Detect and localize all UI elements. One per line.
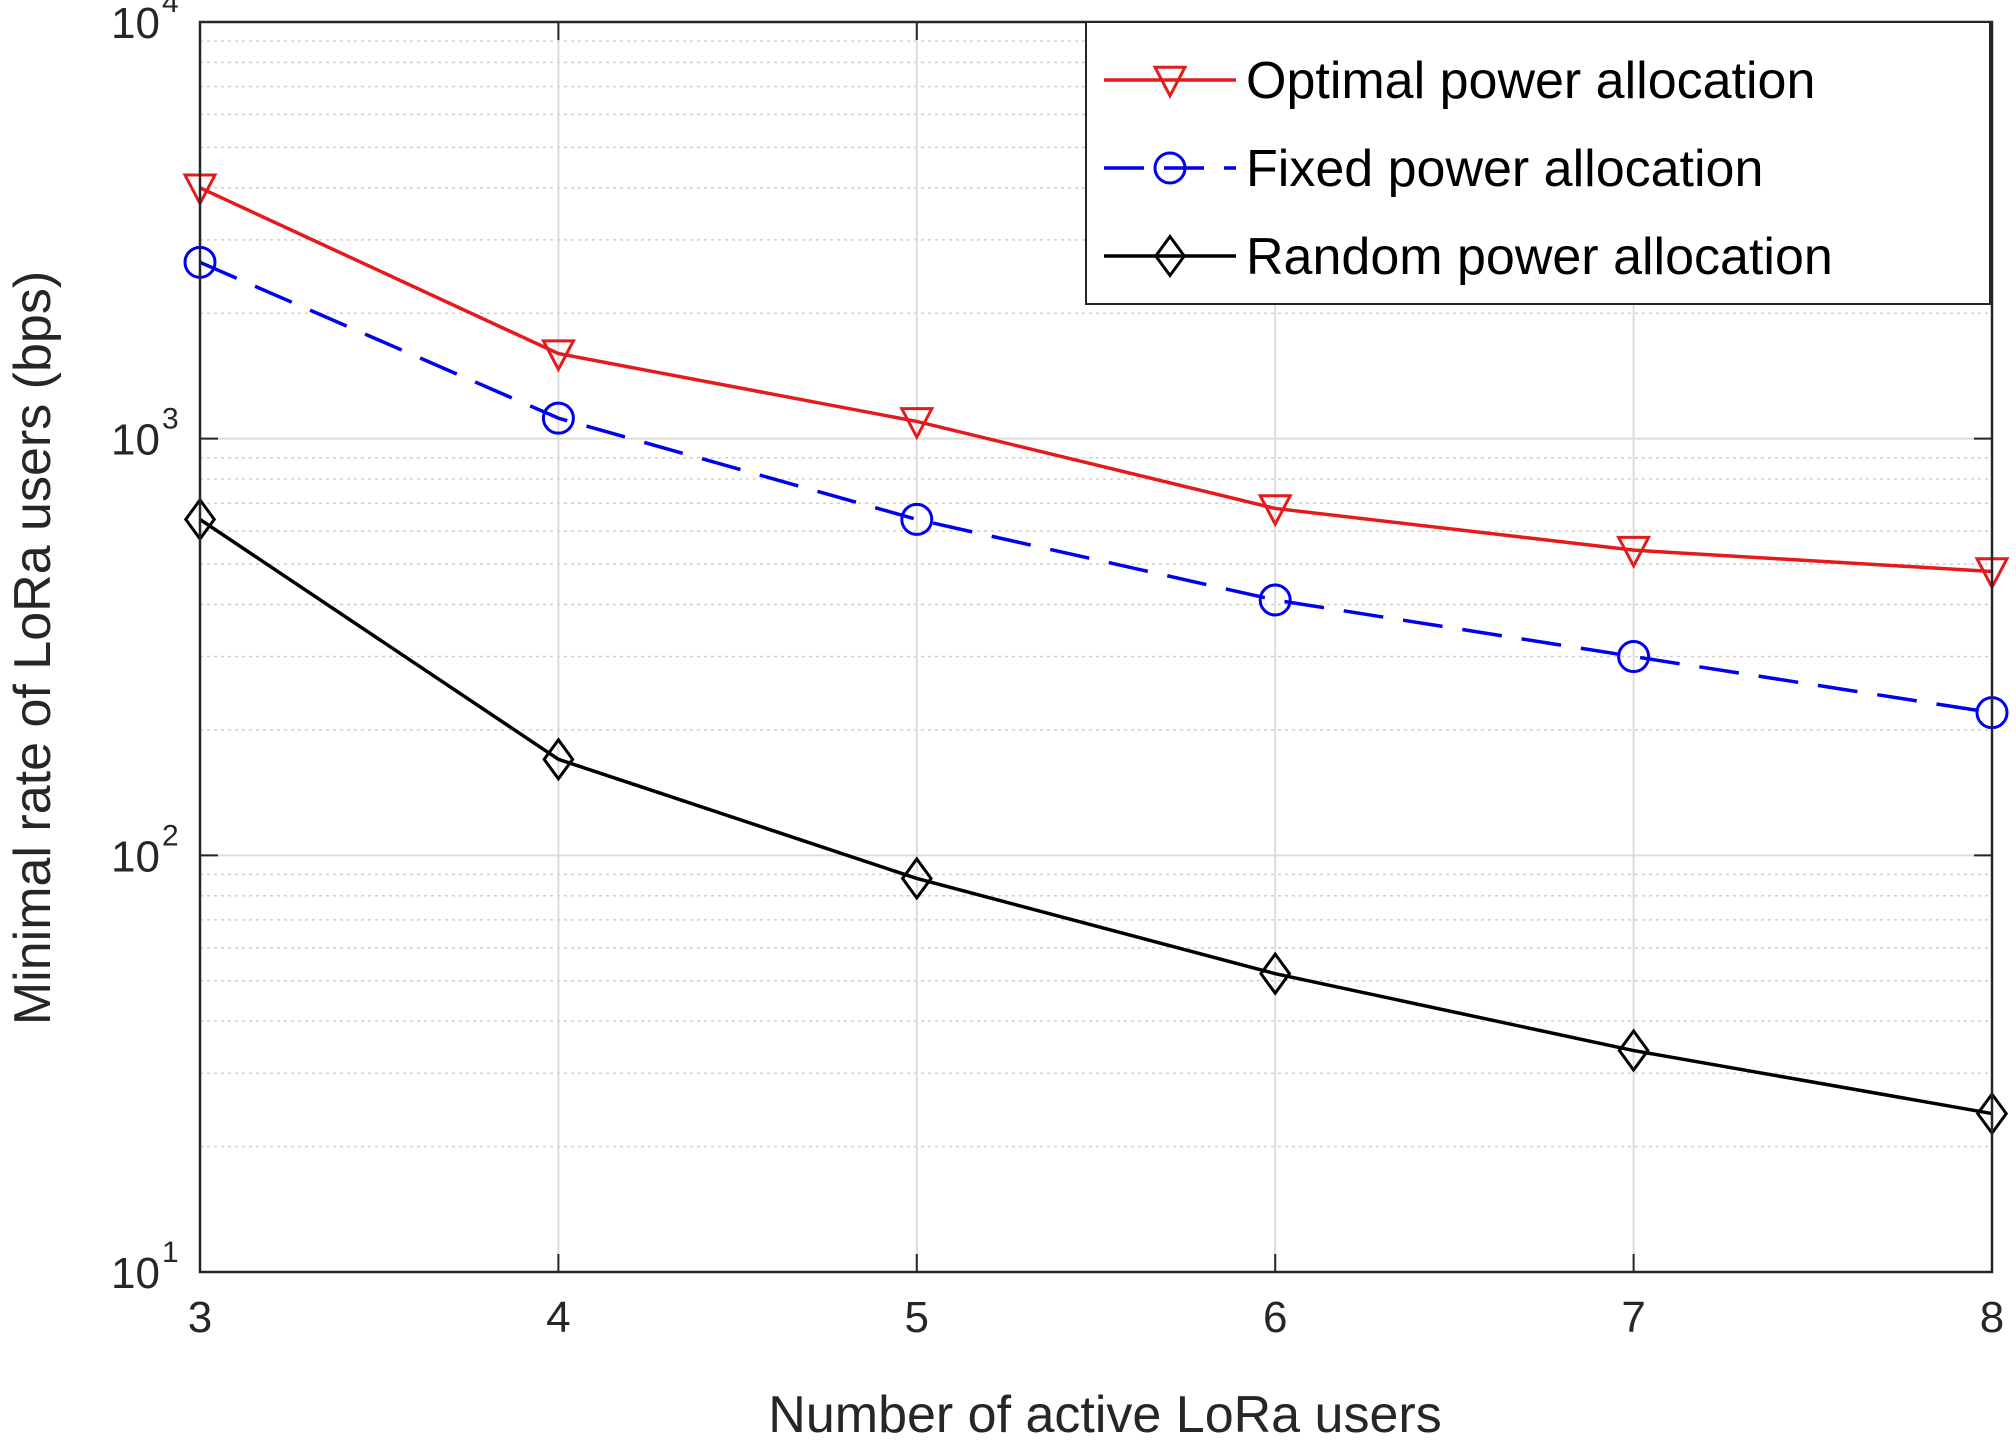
x-tick-label: 7	[1621, 1293, 1645, 1342]
marker-circle	[1258, 583, 1292, 617]
marker-diamond	[1259, 951, 1292, 996]
marker-diamond	[542, 737, 575, 782]
series-lines	[182, 173, 2010, 1136]
legend-label: Fixed power allocation	[1246, 140, 1763, 198]
marker-triangle	[540, 339, 576, 373]
legend: Optimal power allocation Fixed power allo…	[1085, 21, 1991, 305]
marker-triangle	[1257, 494, 1293, 528]
y-tick-exponent: 2	[162, 819, 179, 852]
marker-diamond	[1153, 233, 1187, 279]
x-tick-label: 4	[546, 1293, 570, 1342]
x-axis-title: Number of active LoRa users	[768, 1386, 1441, 1444]
y-tick-exponent: 1	[162, 1236, 179, 1269]
y-tick-label: 10	[111, 832, 160, 881]
legend-label: Random power allocation	[1246, 228, 1833, 286]
marker-diamond	[900, 856, 933, 901]
legend-box	[1085, 21, 1991, 305]
series-line	[199, 517, 1993, 1116]
series-line	[199, 260, 1993, 715]
series-line	[199, 186, 1993, 574]
marker-circle	[541, 401, 575, 435]
marker-circle	[1617, 640, 1651, 674]
y-tick-label: 10	[111, 416, 160, 465]
marker-circle	[1153, 151, 1187, 185]
marker-circle	[900, 502, 934, 536]
legend-entry: Random power allocation	[1104, 228, 1833, 286]
y-axis-title: Minimal rate of LoRa users (bps)	[4, 271, 62, 1025]
marker-triangle	[899, 407, 935, 441]
marker-triangle	[1616, 535, 1652, 570]
x-tick-label: 6	[1263, 1293, 1287, 1342]
y-tick-label: 10	[111, 1249, 160, 1298]
x-tick-label: 8	[1980, 1293, 2004, 1342]
marker-diamond	[1617, 1028, 1650, 1073]
legend-label: Optimal power allocation	[1246, 52, 1815, 110]
marker-triangle	[1152, 65, 1188, 99]
x-tick-label: 5	[905, 1293, 929, 1342]
y-tick-exponent: 3	[162, 403, 179, 436]
y-tick-label: 10	[111, 0, 160, 48]
legend-entry: Optimal power allocation	[1104, 52, 1815, 110]
x-tick-label: 3	[188, 1293, 212, 1342]
legend-entry: Fixed power allocation	[1104, 140, 1763, 198]
y-tick-exponent: 4	[162, 0, 179, 19]
